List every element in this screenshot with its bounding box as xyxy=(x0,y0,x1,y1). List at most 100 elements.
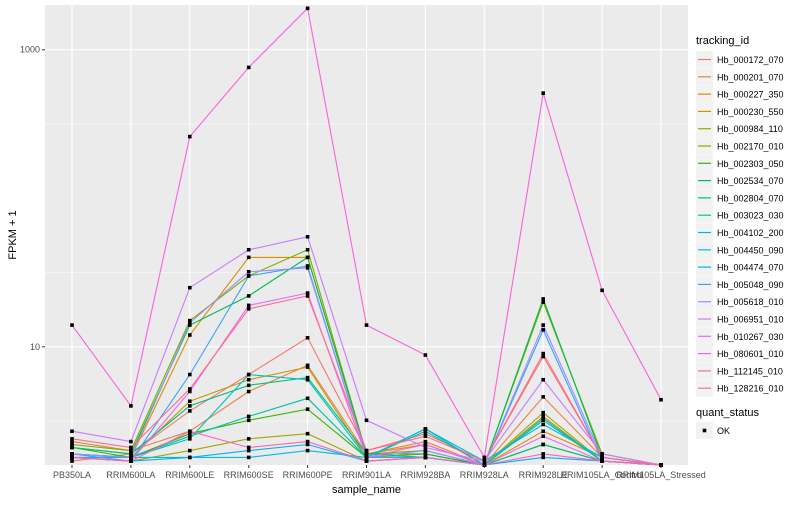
data-point xyxy=(188,431,192,436)
data-point xyxy=(364,459,369,463)
data-point xyxy=(305,335,310,340)
data-point xyxy=(70,323,74,327)
data-point xyxy=(305,294,310,298)
legend-item: Hb_002534_070 xyxy=(696,172,784,190)
data-point xyxy=(600,288,604,293)
data-point xyxy=(541,429,545,434)
data-point xyxy=(188,448,192,453)
data-point xyxy=(246,389,251,394)
shape-legend-marker xyxy=(702,428,707,433)
data-point xyxy=(129,404,133,408)
data-point xyxy=(305,377,310,382)
data-point xyxy=(541,414,545,419)
data-point xyxy=(188,455,192,460)
legend-label: Hb_004102_200 xyxy=(717,228,784,238)
data-point xyxy=(188,437,192,441)
data-point xyxy=(600,452,604,456)
data-point xyxy=(423,452,428,456)
data-point xyxy=(541,452,545,456)
legend-item: Hb_004450_090 xyxy=(696,241,784,259)
data-point xyxy=(659,397,663,402)
data-point xyxy=(188,333,192,337)
data-point xyxy=(541,422,545,427)
data-point xyxy=(482,459,487,463)
data-point xyxy=(188,429,192,434)
legend-label: Hb_080601_010 xyxy=(717,349,784,359)
legend-label: Hb_000227_350 xyxy=(717,90,784,100)
data-point xyxy=(129,459,133,463)
data-point xyxy=(246,414,251,419)
x-tick-label: RRIM600SE xyxy=(224,470,274,480)
data-point xyxy=(246,255,251,260)
data-point xyxy=(364,452,369,456)
x-tick-label: RRIM901LA xyxy=(342,470,391,480)
data-point xyxy=(541,354,545,359)
data-point xyxy=(423,448,428,453)
data-point xyxy=(305,448,310,453)
data-point xyxy=(600,459,604,463)
legend-item: Hb_010267_030 xyxy=(696,327,784,345)
data-point xyxy=(541,416,545,421)
data-point xyxy=(305,442,310,447)
legend-item: Hb_002804_070 xyxy=(696,189,784,207)
x-tick-label: RRIM600LE xyxy=(165,470,214,480)
data-point xyxy=(188,404,192,408)
y-tick-label: 1000 xyxy=(20,45,40,55)
data-point xyxy=(188,389,192,394)
data-point xyxy=(423,429,428,434)
legend-label: Hb_002170_010 xyxy=(717,142,784,152)
data-point xyxy=(541,418,545,423)
data-point xyxy=(305,247,310,252)
legend-label: Hb_006951_010 xyxy=(717,315,784,325)
x-tick-label: RRIM928LE xyxy=(519,470,568,480)
data-point xyxy=(70,459,74,463)
x-tick-label: RRIM928BA xyxy=(400,470,450,480)
data-point xyxy=(541,455,545,460)
legend-item: Hb_005048_090 xyxy=(696,275,784,293)
x-tick-label: RRIM928LA xyxy=(460,470,509,480)
data-point xyxy=(541,351,545,356)
legend-label: Hb_005048_090 xyxy=(717,280,784,290)
data-point xyxy=(364,448,369,453)
legend-label: Hb_000984_110 xyxy=(717,124,783,134)
data-point xyxy=(70,442,74,447)
x-tick-label: PB350LA xyxy=(53,470,91,480)
data-point xyxy=(246,294,251,298)
legend-item: Hb_002170_010 xyxy=(696,137,784,155)
data-point xyxy=(305,431,310,436)
legend-item: Hb_128216_010 xyxy=(696,379,784,397)
data-point xyxy=(188,372,192,377)
y-axis-title: FPKM + 1 xyxy=(7,210,19,259)
data-point xyxy=(541,91,545,95)
data-point xyxy=(305,255,310,260)
legend-label: Hb_000230_550 xyxy=(717,107,784,117)
data-point xyxy=(246,247,251,252)
data-point xyxy=(246,437,251,441)
data-point xyxy=(70,455,74,460)
x-tick-label: RRIM600PE xyxy=(283,470,333,480)
y-tick-label: 10 xyxy=(30,342,40,352)
data-point xyxy=(305,439,310,444)
data-point xyxy=(423,445,428,450)
legend-item: Hb_112145_010 xyxy=(696,362,783,380)
data-point xyxy=(246,383,251,388)
legend-label: Hb_002534_070 xyxy=(717,176,784,186)
data-point xyxy=(600,455,604,460)
data-point xyxy=(246,274,251,278)
legend-item: Hb_000172_070 xyxy=(696,51,784,68)
legend-title: tracking_id xyxy=(696,35,749,47)
data-point xyxy=(541,300,545,304)
data-point xyxy=(188,285,192,290)
data-point xyxy=(305,375,310,380)
data-point xyxy=(129,439,133,444)
data-point xyxy=(246,303,251,308)
legend-item: Hb_000230_550 xyxy=(696,102,784,120)
x-tick-label: RRIM105LA_Control xyxy=(561,470,644,480)
data-point xyxy=(305,264,310,268)
legend: tracking_id Hb_000172_070 Hb_000201_070 Hb_… xyxy=(696,35,784,439)
legend-item: Hb_006951_010 xyxy=(696,310,784,328)
x-tick-label: RRIM105LA_Stressed xyxy=(616,470,706,480)
data-point xyxy=(541,410,545,415)
data-point xyxy=(70,437,74,441)
